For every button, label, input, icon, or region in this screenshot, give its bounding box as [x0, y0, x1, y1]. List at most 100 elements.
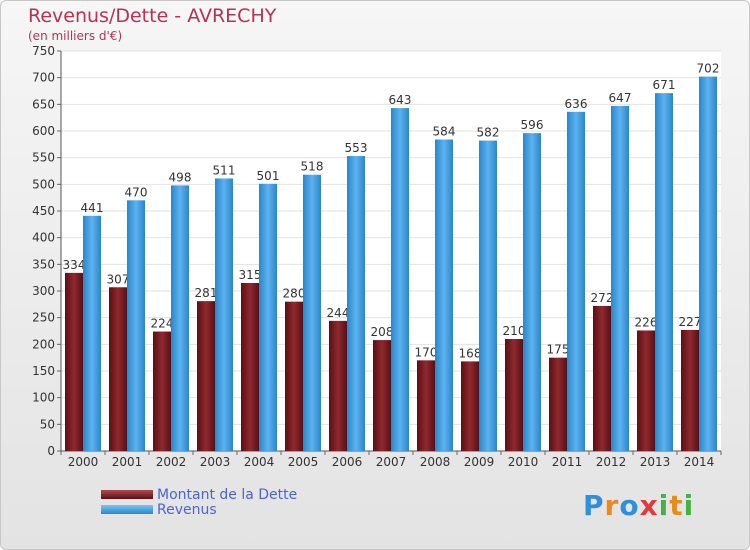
y-tick-label: 750 — [32, 44, 55, 58]
revenue-bar-label: 647 — [609, 91, 632, 105]
x-tick-label: 2014 — [684, 455, 715, 469]
x-tick-label: 2004 — [244, 455, 275, 469]
debt-bar-label: 224 — [151, 317, 174, 331]
debt-bar — [329, 320, 347, 451]
y-tick-label: 350 — [32, 257, 55, 271]
logo-letter: x — [639, 489, 659, 522]
revenue-bar — [347, 156, 365, 452]
revenue-bar — [655, 93, 673, 451]
y-tick-label: 250 — [32, 311, 55, 325]
logo-letter: P — [583, 489, 605, 522]
x-tick-label: 2010 — [508, 455, 539, 469]
x-tick-label: 2011 — [552, 455, 583, 469]
debt-bar-label: 315 — [239, 268, 262, 282]
x-tick-label: 2001 — [112, 455, 143, 469]
debt-bar-label: 170 — [415, 345, 438, 359]
y-tick-label: 50 — [40, 417, 55, 431]
revenue-bar-label: 518 — [301, 160, 324, 174]
revenue-bar — [127, 200, 145, 451]
revenue-bar-label: 582 — [477, 126, 500, 140]
revenue-bar — [171, 185, 189, 451]
debt-bar-label: 280 — [283, 287, 306, 301]
legend-item-revenue: Revenus — [101, 501, 297, 518]
debt-bar — [65, 272, 83, 451]
legend-swatch-debt — [101, 490, 153, 499]
y-tick-label: 650 — [32, 97, 55, 111]
revenue-bar-label: 596 — [521, 118, 544, 132]
revenue-bar-label: 441 — [81, 201, 104, 215]
debt-bar — [417, 360, 435, 451]
revenue-bar — [435, 139, 453, 452]
debt-bar — [153, 331, 171, 451]
revenue-bar-label: 636 — [565, 97, 588, 111]
revenue-bar-label: 671 — [653, 78, 676, 92]
debt-bar — [241, 283, 259, 451]
debt-bar-label: 307 — [107, 272, 130, 286]
revenue-bar — [83, 215, 101, 451]
debt-bar — [505, 339, 523, 451]
debt-bar-label: 281 — [195, 286, 218, 300]
revenue-bar — [215, 178, 233, 451]
y-tick-label: 150 — [32, 364, 55, 378]
revenue-bar — [391, 108, 409, 452]
revenue-bar-label: 643 — [389, 93, 412, 107]
debt-bar-label: 226 — [635, 315, 658, 329]
revenue-bar-label: 553 — [345, 141, 368, 155]
legend-label-debt: Montant de la Dette — [157, 486, 298, 503]
x-tick-label: 2005 — [288, 455, 319, 469]
debt-bar-label: 227 — [679, 315, 702, 329]
y-tick-label: 300 — [32, 284, 55, 298]
legend-swatch-revenue — [101, 505, 153, 514]
revenue-bar — [303, 174, 321, 451]
y-tick-label: 200 — [32, 337, 55, 351]
x-tick-label: 2003 — [200, 455, 231, 469]
debt-bar-label: 210 — [503, 324, 526, 338]
chart-title: Revenus/Dette - AVRECHY — [28, 5, 277, 27]
y-tick-label: 500 — [32, 177, 55, 191]
logo-letter: i — [658, 489, 670, 522]
legend-label-revenue: Revenus — [157, 501, 217, 518]
revenue-bar — [523, 133, 541, 451]
debt-bar-label: 334 — [63, 258, 86, 272]
revenue-bar-label: 584 — [433, 125, 456, 139]
revenue-bar-label: 498 — [169, 170, 192, 184]
revenue-bar — [259, 183, 277, 452]
logo-letter: t — [669, 489, 684, 522]
revenue-bar — [479, 140, 497, 451]
x-tick-label: 2013 — [640, 455, 671, 469]
debt-bar — [637, 330, 655, 451]
debt-bar-label: 175 — [547, 343, 570, 357]
revenue-bar — [699, 76, 717, 451]
y-tick-label: 450 — [32, 204, 55, 218]
y-tick-label: 700 — [32, 71, 55, 85]
y-tick-label: 100 — [32, 391, 55, 405]
y-tick-label: 0 — [47, 444, 55, 458]
logo-letter: i — [683, 489, 695, 522]
x-tick-label: 2009 — [464, 455, 495, 469]
y-tick-label: 400 — [32, 231, 55, 245]
proxiti-logo: Proxiti — [583, 489, 694, 522]
debt-bar-label: 272 — [591, 291, 614, 305]
debt-bar-label: 208 — [371, 325, 394, 339]
debt-bar-label: 168 — [459, 346, 482, 360]
logo-letter: r — [604, 489, 620, 522]
debt-bar — [109, 287, 127, 451]
revenue-bar-label: 511 — [213, 163, 236, 177]
logo-letter: o — [619, 489, 640, 522]
legend-item-debt: Montant de la Dette — [101, 486, 298, 503]
y-tick-label: 600 — [32, 124, 55, 138]
x-tick-label: 2000 — [68, 455, 99, 469]
debt-bar — [461, 361, 479, 451]
debt-bar — [549, 357, 567, 451]
x-tick-label: 2002 — [156, 455, 187, 469]
debt-bar-label: 244 — [327, 306, 350, 320]
x-tick-label: 2012 — [596, 455, 627, 469]
revenue-bar — [611, 105, 629, 451]
debt-bar — [681, 329, 699, 451]
debt-bar — [373, 340, 391, 451]
revenue-bar — [567, 111, 585, 452]
revenue-bar-label: 470 — [125, 185, 148, 199]
debt-bar — [197, 301, 215, 451]
